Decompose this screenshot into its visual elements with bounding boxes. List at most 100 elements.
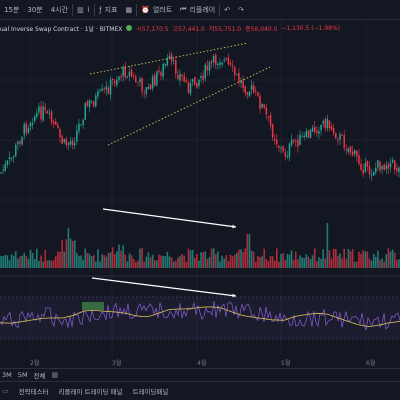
volume-bar — [301, 257, 303, 268]
candle-body — [15, 144, 17, 157]
candle-body — [343, 135, 345, 148]
interval-30m[interactable]: 30분 — [27, 5, 43, 14]
volume-bar — [29, 249, 32, 268]
volume-bar — [309, 259, 312, 268]
candle-body — [347, 147, 350, 152]
volume-bar — [50, 261, 53, 268]
volume-bar — [398, 259, 400, 268]
interval-15m[interactable]: 15분 — [4, 5, 20, 14]
time-label-jun: 6월 — [366, 360, 376, 367]
candle-body — [206, 65, 209, 71]
panel-icon[interactable]: ▭ — [2, 387, 9, 395]
volume-bar — [339, 253, 341, 268]
candle-body — [278, 145, 280, 148]
undo-button[interactable]: ↶ — [220, 6, 234, 14]
candle-body — [147, 86, 150, 90]
candle-body — [337, 139, 339, 141]
volume-bar — [139, 248, 141, 268]
candle-body — [330, 126, 333, 130]
candle-body — [166, 58, 169, 66]
candle-body — [120, 76, 122, 78]
candle-body — [238, 72, 240, 83]
candle-body — [265, 107, 268, 115]
candle-body — [377, 160, 379, 168]
candle-body — [183, 75, 185, 82]
candle-body — [309, 129, 312, 138]
volume-bar — [52, 260, 55, 268]
volume-bar — [282, 253, 284, 268]
volume-bar — [8, 260, 11, 268]
candle-body — [55, 121, 57, 125]
market-status-dot — [126, 25, 133, 31]
candle-body — [139, 79, 141, 83]
candle-body — [332, 128, 335, 134]
volume-bar — [385, 254, 388, 268]
volume-bar — [172, 261, 175, 268]
volume-bar — [67, 228, 70, 268]
range-3m[interactable]: 3M — [2, 371, 12, 379]
volume-bar — [44, 249, 47, 268]
range-5m[interactable]: 5M — [17, 371, 28, 379]
price-chart[interactable] — [0, 20, 400, 355]
volume-bar — [294, 251, 297, 268]
volume-bar — [153, 259, 156, 268]
volume-bar — [118, 244, 120, 268]
volume-bar — [168, 256, 171, 268]
tab-trading-panel[interactable]: 트레이딩패널 — [132, 388, 169, 396]
candle-body — [364, 163, 366, 172]
tab-replay-trading-panel[interactable]: 리플레이 트레이딩 패널 — [58, 388, 123, 396]
candle-body — [335, 133, 337, 139]
calendar-icon[interactable]: ▦ — [51, 371, 59, 379]
candle-body — [316, 130, 318, 134]
volume-bar — [347, 249, 350, 268]
candle-body — [299, 134, 301, 145]
volume-bar — [109, 252, 112, 268]
replay-button[interactable]: ⏮ 리플레이 — [176, 5, 219, 15]
volume-bar — [73, 240, 76, 268]
candle-body — [17, 141, 19, 145]
channel-upper-line — [89, 42, 249, 75]
chart-type-button[interactable]: ▥ ⌇ — [73, 6, 94, 14]
volume-bar — [198, 260, 200, 268]
volume-bar — [229, 254, 232, 268]
range-bar: 3M 5M 전체 ▦ — [0, 368, 400, 381]
redo-button[interactable]: ↷ — [234, 6, 248, 14]
legend-open: 시57,170.5 — [136, 25, 169, 33]
candle-body — [46, 110, 49, 114]
candle-body — [255, 91, 257, 93]
volume-bar — [90, 256, 93, 268]
alert-button[interactable]: ⏰ 얼러트 — [137, 5, 176, 15]
tab-strategy-tester[interactable]: 전략테스터 — [18, 388, 49, 396]
candle-body — [394, 160, 396, 170]
candle-body — [0, 172, 2, 174]
volume-bar — [177, 257, 179, 268]
alert-label: 얼러트 — [152, 5, 173, 14]
divergence-arrows — [91, 208, 237, 298]
candle-body — [118, 76, 120, 81]
volume-bar — [63, 251, 66, 268]
volume-bar — [84, 248, 87, 268]
candle-body — [59, 129, 61, 138]
top-toolbar: 15분 30분 4시간 ▥ ⌇ ƒ 지표 ▦ ⏰ 얼러트 ⏮ 리플레이 ↶ ↷ — [0, 0, 400, 20]
time-label-mar: 3월 — [112, 360, 122, 367]
volume-bar — [185, 261, 188, 268]
volume-bar — [334, 249, 337, 268]
volume-bar — [240, 249, 242, 268]
layout-button[interactable]: ▦ — [121, 6, 136, 14]
indicators-label: 지표 — [104, 5, 118, 14]
candle-body — [19, 141, 21, 144]
volume-bar — [297, 259, 299, 268]
indicators-button[interactable]: ƒ 지표 — [95, 5, 121, 15]
range-all[interactable]: 전체 — [33, 372, 46, 380]
candle-body — [318, 131, 320, 134]
candle-body — [92, 101, 95, 107]
volume-bar — [174, 260, 177, 268]
candle-body — [301, 136, 303, 138]
candle-body — [40, 106, 42, 120]
candles-icon: ▥ — [77, 5, 84, 14]
volume-bar — [0, 255, 2, 268]
candle-body — [6, 160, 9, 165]
volume-bar — [280, 254, 282, 268]
volume-bar — [341, 258, 343, 268]
interval-4h[interactable]: 4시간 — [50, 5, 69, 14]
